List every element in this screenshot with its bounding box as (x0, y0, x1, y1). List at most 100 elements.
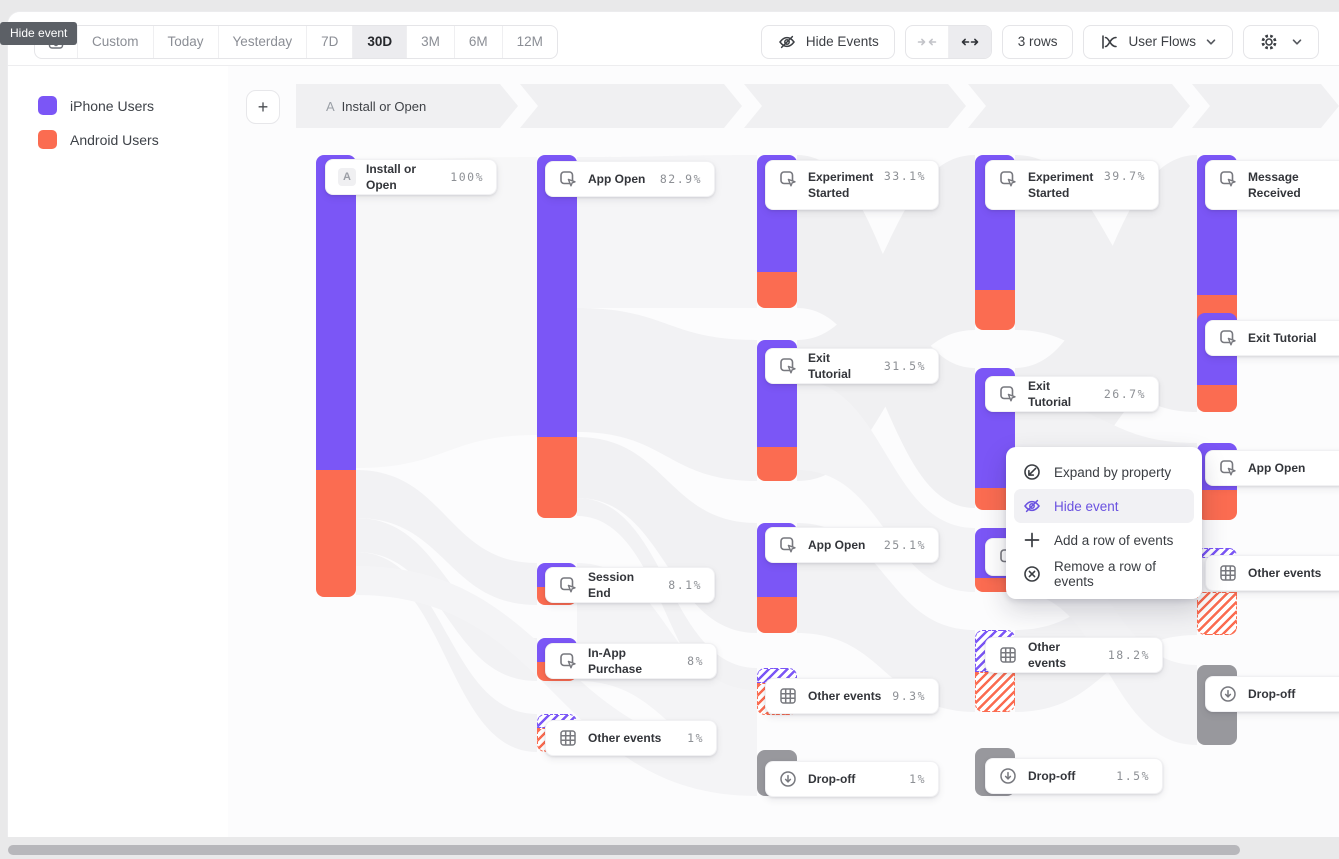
legend-label: iPhone Users (70, 97, 155, 114)
step-segment-4[interactable] (968, 84, 1190, 128)
collapse-arrows-icon (917, 32, 937, 52)
node-percent: 39.7% (1103, 169, 1146, 183)
node-card-app-open[interactable]: App Open (1205, 450, 1339, 486)
view-type-dropdown[interactable]: User Flows (1083, 24, 1233, 59)
date-range-yesterday[interactable]: Yesterday (217, 25, 307, 58)
node-card-other-events[interactable]: Other events 18.2% (985, 637, 1163, 673)
node-card-drop-off[interactable]: Drop-off 1.5% (985, 758, 1163, 794)
settings-dropdown[interactable] (1243, 24, 1319, 59)
legend-swatch (38, 96, 57, 115)
bar-segment-android[interactable] (1197, 490, 1237, 520)
node-percent: 33.1% (883, 169, 926, 183)
node-name: Install or Open (366, 161, 417, 192)
node-card-in-app-purchase[interactable]: In-App Purchase 8% (545, 643, 717, 679)
menu-item-hide-event[interactable]: Hide event (1014, 489, 1194, 523)
bar-segment-android[interactable] (757, 597, 797, 633)
step-label: Install or Open (341, 98, 427, 114)
date-range-12m[interactable]: 12M (501, 25, 557, 58)
app-window: Custom Today Yesterday 7D 30D 3M 6M 12M Hide Ev… (8, 12, 1339, 837)
flow-canvas: + A Install or Open A Install or Open 100% A… (228, 66, 1339, 837)
menu-item-label: Hide event (1054, 498, 1119, 514)
node-name: In-App Purchase (588, 645, 643, 676)
node-card-install-or-open[interactable]: A Install or Open 100% (325, 159, 497, 195)
node-card-app-open[interactable]: App Open 25.1% (765, 527, 939, 563)
grid-icon (778, 686, 798, 706)
node-percent: 31.5% (883, 359, 926, 373)
step-segment-1[interactable]: A Install or Open (296, 84, 518, 128)
node-card-session-end[interactable]: Session End 8.1% (545, 567, 715, 603)
bar-segment-android[interactable] (757, 447, 797, 481)
node-name: App Open (808, 537, 866, 552)
node-name: Message Received (1248, 170, 1301, 201)
node-card-other-events[interactable]: Other events 1% (545, 720, 717, 756)
bar-segment-android[interactable] (975, 290, 1015, 330)
legend-swatch (38, 130, 57, 149)
horizontal-scrollbar-thumb[interactable] (8, 845, 1240, 855)
date-range-6m[interactable]: 6M (453, 25, 502, 58)
collapse-flows-button[interactable] (906, 26, 948, 58)
hide-event-tooltip: Hide event (0, 22, 78, 45)
step-segment-3[interactable] (744, 84, 966, 128)
rows-label: 3 rows (1017, 34, 1058, 49)
rows-button[interactable]: 3 rows (1001, 24, 1074, 59)
node-card-drop-off[interactable]: Drop-off (1205, 676, 1339, 712)
date-range-picker: Custom Today Yesterday 7D 30D 3M 6M 12M (34, 24, 558, 59)
menu-item-add-a-row-of-events[interactable]: Add a row of events (1014, 523, 1194, 557)
node-card-message-received[interactable]: Message Received (1205, 160, 1339, 210)
user-flows-icon (1099, 32, 1119, 52)
date-range-custom[interactable]: Custom (77, 25, 153, 58)
bar-segment-android[interactable] (1197, 385, 1237, 412)
event-click-icon (1218, 328, 1238, 348)
bar-segment-iphone[interactable] (537, 155, 577, 437)
drop-off-icon (998, 766, 1018, 786)
bar-segment-iphone[interactable] (316, 155, 356, 470)
date-range-today[interactable]: Today (152, 25, 218, 58)
segment-legend: iPhone Users Android Users (8, 66, 228, 149)
hide-events-button[interactable]: Hide Events (760, 24, 895, 59)
node-card-experiment-started[interactable]: Experiment Started 33.1% (765, 160, 939, 210)
menu-item-label: Add a row of events (1054, 532, 1174, 548)
step-segment-2[interactable] (520, 84, 742, 128)
toolbar: Custom Today Yesterday 7D 30D 3M 6M 12M Hide Ev… (8, 12, 1339, 66)
horizontal-scrollbar-track (0, 837, 1339, 859)
date-range-7d[interactable]: 7D (306, 25, 352, 58)
bar-segment-android-hatched[interactable] (1197, 592, 1237, 635)
add-row-icon (1022, 530, 1042, 550)
menu-item-remove-a-row-of-events[interactable]: Remove a row of events (1014, 557, 1194, 591)
expand-arrows-icon (960, 32, 980, 52)
bar-segment-android[interactable] (537, 437, 577, 518)
node-card-experiment-started[interactable]: Experiment Started 39.7% (985, 160, 1159, 210)
date-range-30d[interactable]: 30D (352, 25, 407, 58)
step-segment-5[interactable] (1192, 84, 1339, 128)
bar-segment-android[interactable] (757, 272, 797, 308)
bar-segment-android[interactable] (975, 578, 1015, 592)
bar-segment-android[interactable] (316, 470, 356, 597)
bar-segment-android-hatched[interactable] (975, 672, 1015, 712)
legend-item-1[interactable]: Android Users (38, 130, 228, 149)
node-card-app-open[interactable]: App Open 82.9% (545, 161, 715, 197)
node-card-drop-off[interactable]: Drop-off 1% (765, 761, 939, 797)
node-name: Session End (588, 569, 635, 600)
event-click-icon (1218, 458, 1238, 478)
drop-off-icon (778, 769, 798, 789)
expand-flows-button[interactable] (947, 25, 991, 58)
node-name: Other events (1028, 639, 1067, 670)
node-card-other-events[interactable]: Other events 9.3% (765, 678, 939, 714)
node-percent: 1.5% (1116, 769, 1150, 783)
menu-item-expand-by-property[interactable]: Expand by property (1014, 455, 1194, 489)
node-percent: 1% (687, 731, 704, 745)
node-percent: 25.1% (883, 538, 926, 552)
chevron-down-icon (1205, 36, 1217, 48)
bar-segment-android[interactable] (975, 488, 1015, 510)
node-percent: 18.2% (1107, 648, 1150, 662)
add-step-button[interactable]: + (246, 90, 280, 124)
node-card-exit-tutorial[interactable]: Exit Tutorial (1205, 320, 1339, 356)
node-card-other-events[interactable]: Other events (1205, 555, 1339, 591)
node-percent: 82.9% (659, 172, 702, 186)
date-range-3m[interactable]: 3M (406, 25, 454, 58)
legend-item-0[interactable]: iPhone Users (38, 96, 228, 115)
node-card-exit-tutorial[interactable]: Exit Tutorial 31.5% (765, 348, 939, 384)
view-type-label: User Flows (1128, 34, 1196, 49)
grid-icon (1218, 563, 1238, 583)
node-card-exit-tutorial[interactable]: Exit Tutorial 26.7% (985, 376, 1159, 412)
